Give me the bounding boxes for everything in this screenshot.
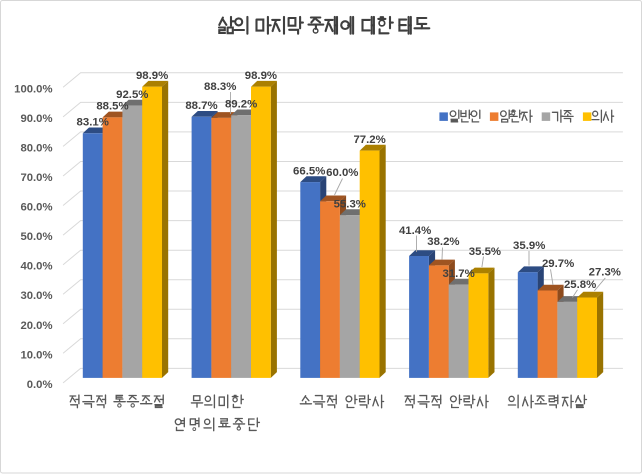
svg-text:83.1%: 83.1% (77, 117, 109, 129)
svg-text:66.5%: 66.5% (293, 166, 325, 178)
svg-text:35.9%: 35.9% (513, 240, 545, 252)
svg-text:29.7%: 29.7% (542, 258, 574, 270)
svg-text:55.3%: 55.3% (334, 198, 366, 210)
svg-text:90.0%: 90.0% (20, 113, 52, 125)
svg-text:89.2%: 89.2% (225, 99, 257, 111)
svg-text:88.7%: 88.7% (185, 100, 217, 112)
svg-text:0.0%: 0.0% (27, 379, 53, 391)
svg-text:88.5%: 88.5% (96, 101, 128, 113)
svg-text:30.0%: 30.0% (20, 290, 52, 302)
svg-text:27.3%: 27.3% (589, 267, 621, 279)
svg-text:98.9%: 98.9% (136, 70, 168, 82)
svg-text:40.0%: 40.0% (20, 261, 52, 273)
svg-text:31.7%: 31.7% (442, 268, 474, 280)
svg-text:100.0%: 100.0% (14, 83, 52, 95)
svg-text:35.5%: 35.5% (469, 246, 501, 258)
svg-text:88.3%: 88.3% (204, 81, 236, 93)
svg-text:10.0%: 10.0% (20, 349, 52, 361)
svg-text:25.8%: 25.8% (564, 279, 596, 291)
svg-text:50.0%: 50.0% (20, 231, 52, 243)
svg-text:20.0%: 20.0% (20, 320, 52, 332)
svg-text:38.2%: 38.2% (427, 236, 459, 248)
svg-text:60.0%: 60.0% (20, 202, 52, 214)
svg-text:70.0%: 70.0% (20, 172, 52, 184)
svg-text:92.5%: 92.5% (116, 89, 148, 101)
svg-text:41.4%: 41.4% (399, 225, 431, 237)
svg-text:98.9%: 98.9% (245, 70, 277, 82)
svg-text:60.0%: 60.0% (326, 167, 358, 179)
svg-text:80.0%: 80.0% (20, 142, 52, 154)
svg-text:77.2%: 77.2% (353, 134, 385, 146)
